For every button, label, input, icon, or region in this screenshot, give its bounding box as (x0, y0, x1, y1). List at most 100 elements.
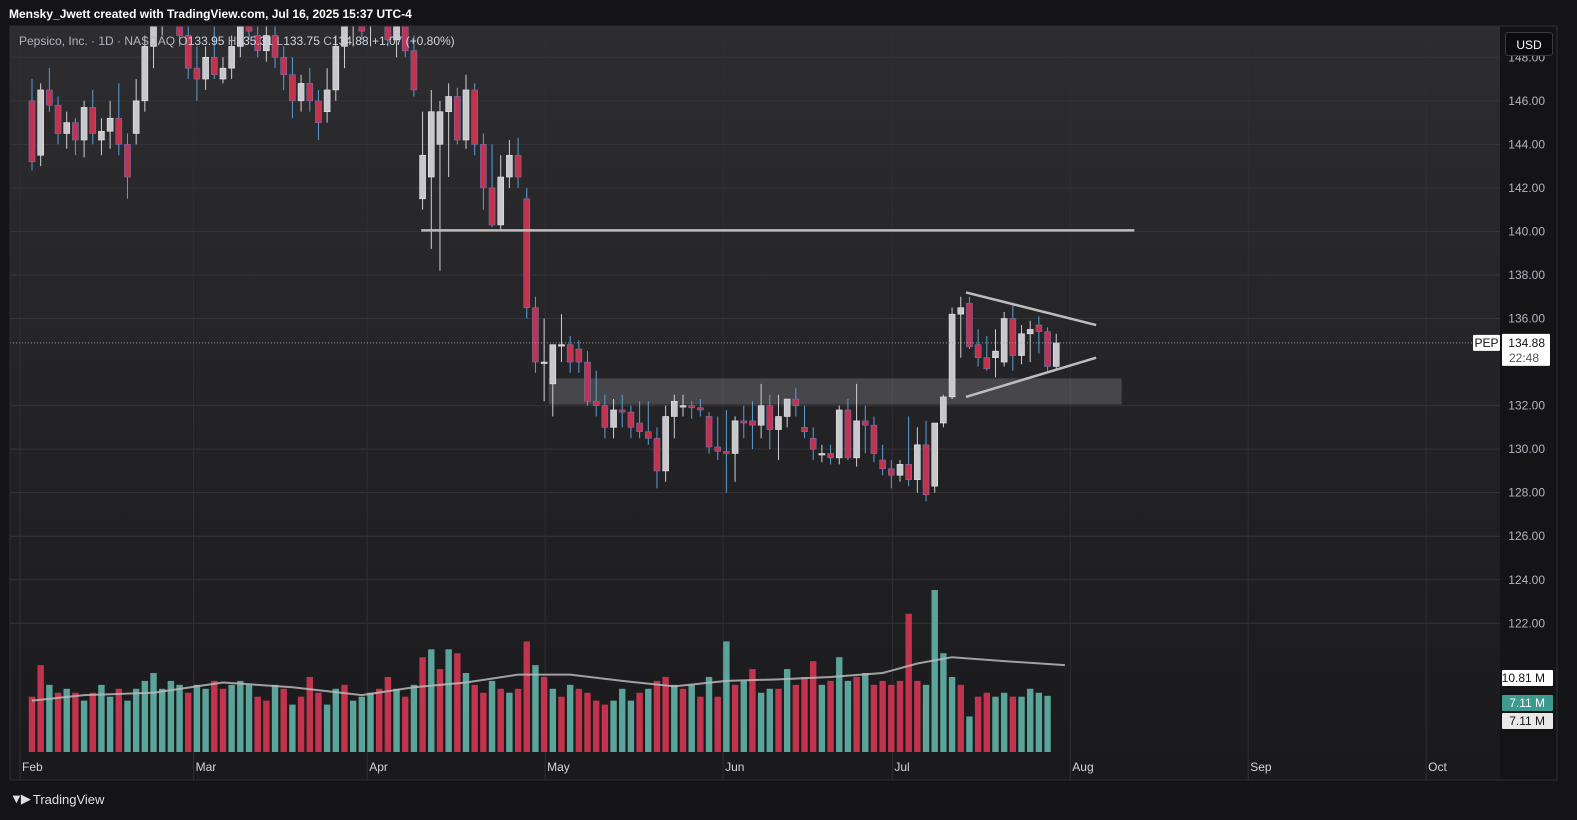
candle-body (150, 26, 157, 47)
candle-body (1052, 342, 1060, 367)
candle-body (506, 154, 513, 178)
volume-bar (402, 696, 409, 752)
candle-body (844, 409, 852, 459)
candle-body (315, 100, 322, 123)
candle-body (289, 74, 296, 102)
volume-bar (983, 692, 990, 752)
candle-body (159, 0, 165, 14)
candle-body (888, 468, 895, 476)
volume-bar (323, 704, 331, 752)
volume-tag-label: 7.11 M (1509, 696, 1545, 710)
y-tick-label: 122.00 (1508, 616, 1545, 630)
volume-bar (888, 684, 895, 752)
x-tick-label: Oct (1428, 760, 1447, 774)
symbol-tag (1473, 334, 1500, 351)
close-label: C (323, 34, 332, 48)
tradingview-logo-text: TradingView (32, 791, 105, 807)
volume-bar (575, 688, 583, 752)
volume-bar (723, 641, 730, 752)
candle-body (809, 437, 817, 450)
volume-bar (185, 692, 192, 752)
volume-bar (410, 684, 418, 752)
volume-bar (358, 696, 366, 752)
volume-bar (202, 688, 209, 752)
volume-bar (454, 653, 461, 752)
volume-bar (801, 676, 808, 752)
volume-bar (245, 684, 253, 752)
candle-body (445, 96, 452, 113)
candle-body (757, 405, 765, 426)
volume-bar (870, 684, 878, 752)
volume-bar (974, 696, 982, 752)
candle-body (957, 307, 965, 315)
volume-bar (783, 669, 791, 752)
volume-bar (297, 696, 305, 752)
volume-tag (1502, 695, 1553, 711)
candle-body (688, 405, 695, 409)
tradingview-logo[interactable]: ▼▶ TradingView (10, 791, 104, 807)
volume-bar (376, 688, 383, 752)
candle-body (922, 444, 930, 496)
y-tick-label: 142.00 (1508, 181, 1545, 195)
candle-body (124, 144, 131, 178)
low-label: L (276, 34, 284, 48)
volume-bar (46, 684, 53, 752)
candle-body (575, 348, 583, 363)
volume-bar (957, 684, 964, 752)
candle-body (905, 464, 912, 480)
candle-body (966, 302, 973, 348)
volume-bar (428, 649, 435, 752)
candle-body (627, 411, 635, 428)
candle-body (671, 400, 678, 417)
candle-body (783, 398, 791, 417)
candle-body (393, 26, 400, 41)
volume-bar (1027, 688, 1034, 752)
y-tick-label: 144.00 (1508, 137, 1545, 151)
volume-bar (1018, 696, 1025, 752)
candle-body (705, 416, 713, 448)
volume-bar (662, 676, 669, 752)
candle-body (193, 67, 201, 80)
candle-body (436, 111, 444, 145)
candle-body (948, 313, 956, 398)
volume-bar (896, 680, 904, 752)
candle-body (462, 89, 470, 141)
candle-body (1035, 324, 1043, 332)
volume-bar (818, 684, 826, 752)
candle-body (263, 35, 270, 52)
candle-body (254, 35, 261, 52)
candle-body (523, 198, 531, 308)
symbol-tag-label: PEP (1474, 336, 1498, 350)
currency-button[interactable]: USD (1505, 32, 1553, 56)
candle-body (401, 26, 409, 52)
volume-bar (315, 692, 322, 752)
candle-body (332, 46, 340, 91)
candle-body (558, 344, 565, 347)
candle-body (132, 100, 140, 134)
volume-bar (263, 700, 270, 752)
volume-bar (766, 688, 773, 752)
y-tick-label: 124.00 (1508, 573, 1545, 587)
volume-bar (462, 673, 470, 752)
candle-body (454, 96, 461, 141)
chart-border (9, 25, 1558, 781)
volume-bar (176, 684, 183, 752)
candle-body (54, 104, 62, 134)
volume-bar (167, 680, 175, 752)
attribution-bar: Mensky_Jwett created with TradingView.co… (0, 0, 1577, 26)
volume-bar (115, 688, 122, 752)
candle-body (46, 89, 53, 106)
candle-body (940, 396, 947, 424)
candle-body (376, 0, 382, 3)
volume-bar (549, 688, 556, 752)
volume-bar (931, 590, 938, 752)
candle-body (697, 407, 704, 411)
volume-bar (289, 704, 296, 752)
candle-body (723, 451, 730, 454)
candle-body (72, 122, 79, 141)
candle-body (1044, 331, 1051, 367)
volume-bar (558, 696, 565, 752)
volume-bar (671, 684, 678, 752)
volume-bar (237, 680, 244, 752)
